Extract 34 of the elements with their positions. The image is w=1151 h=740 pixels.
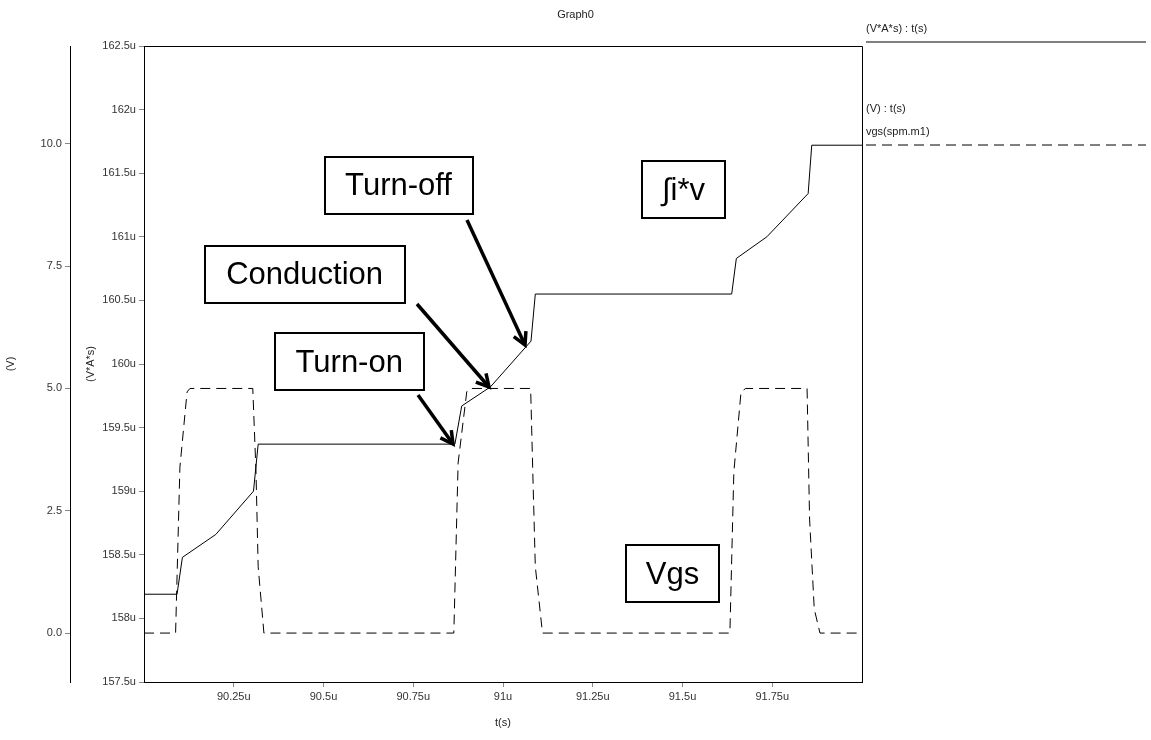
y2-tick-label: 2.5 [46, 503, 62, 516]
y-tick-label: 160u [111, 357, 136, 370]
x-tick-label: 91.75u [755, 689, 790, 702]
y-tick-label: 160.5u [102, 293, 136, 306]
x-tick-label: 90.25u [216, 689, 251, 702]
y2-tick-label: 7.5 [46, 259, 62, 272]
x-tick-label: 90.5u [309, 689, 338, 702]
annotation: Conduction [203, 244, 406, 304]
x-tick-label: 90.75u [396, 689, 431, 702]
annotation: ∫i*v [641, 160, 726, 219]
y-tick-label: 159.5u [102, 420, 136, 433]
chart-title: Graph0 [556, 8, 595, 20]
y2-axis-title: (V) [3, 356, 16, 372]
y-axis-title: (V*A*s) [83, 345, 96, 383]
y-tick-label: 161u [111, 229, 136, 242]
x-tick-label: 91u [493, 689, 513, 702]
annotation: Turn-off [323, 155, 474, 215]
y2-tick-label: 10.0 [40, 136, 62, 149]
y-tick-label: 158u [111, 611, 136, 624]
text: (V*A*s) : t(s) [866, 22, 928, 34]
y-tick-label: 157.5u [102, 675, 136, 688]
annotation: Vgs [625, 544, 720, 603]
y-tick-label: 158.5u [102, 547, 136, 560]
annotation: Turn-on [273, 332, 425, 392]
y2-tick-label: 5.0 [46, 381, 62, 394]
x-tick-label: 91.25u [575, 689, 610, 702]
x-axis-title: t(s) [495, 716, 511, 729]
y-tick-label: 161.5u [102, 166, 136, 179]
y-tick-label: 159u [111, 484, 136, 497]
text: (V) : t(s) vgs(spm.m1) [866, 102, 930, 137]
x-tick-label: 91.5u [668, 689, 697, 702]
y-tick-label: 162u [111, 102, 136, 115]
y-tick-label: 162.5u [102, 39, 136, 52]
y2-tick-label: 0.0 [46, 626, 62, 639]
